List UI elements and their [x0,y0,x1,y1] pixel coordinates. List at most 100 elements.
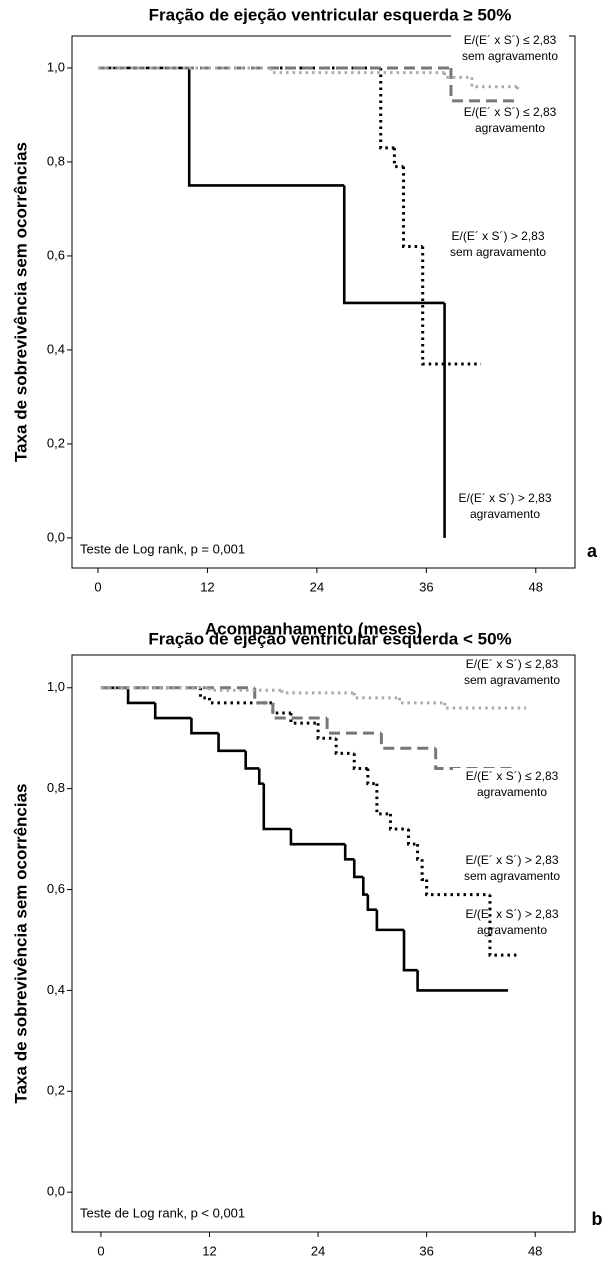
curve-step [407,829,418,846]
x-tick-label: 48 [529,579,543,594]
chart-title: Fração de ejeção ventricular esquerda < … [148,629,511,648]
curve-step [126,687,156,705]
curve-step [153,702,192,720]
legend-label: E/(E´ x S´) ≤ 2,83 sem agravamento [451,32,569,64]
curve-step [208,687,282,692]
curve-step [208,697,273,705]
curve-step [416,844,423,861]
legend-text: E/(E´ x S´) > 2,83 sem agravamento [453,852,571,884]
curve-step [352,753,368,770]
curve-step [402,929,418,972]
curve-step [343,844,355,861]
survival-curve [97,66,482,366]
curve-step [190,718,219,735]
legend-text: E/(E´ x S´) > 2,83 agravamento [453,906,571,938]
curve-step [217,733,246,753]
y-tick-label: 0,8 [47,780,65,795]
y-tick-label: 1,0 [47,679,65,694]
curve-step [443,72,472,79]
curve-step [379,67,395,150]
survival-curve [100,686,509,992]
curve-step [434,748,518,770]
x-tick-label: 36 [419,579,433,594]
x-tick-label: 12 [202,1243,216,1258]
legend-text: E/(E´ x S´) ≤ 2,83 sem agravamento [451,32,569,64]
curve-step [388,813,409,831]
curve-step [253,687,273,705]
legend-label: E/(E´ x S´) > 2,83 agravamento [446,490,564,522]
x-tick-label: 0 [94,579,101,594]
x-tick-label: 24 [311,1243,325,1258]
curve-step [379,733,436,750]
x-tick-label: 12 [200,579,214,594]
curve-step [269,67,445,75]
legend-text: E/(E´ x S´) ≤ 2,83 sem agravamento [453,656,571,688]
y-tick-label: 0,0 [47,1184,65,1199]
curve-step [262,783,291,831]
curve-step [325,718,382,735]
curve-step [366,768,377,786]
y-axis-label: Taxa de sobrevivência sem ocorrências [11,783,30,1103]
y-tick-label: 0,4 [47,982,65,997]
x-tick-label: 48 [528,1243,542,1258]
curve-step [352,692,400,700]
curve-step [421,246,482,366]
curve-step [425,879,490,897]
curve-step [362,876,368,896]
curve-step [352,859,364,879]
chart-title: Fração de ejeção ventricular esquerda ≥ … [149,5,512,24]
x-tick-label: 0 [97,1243,104,1258]
legend-label: E/(E´ x S´) > 2,83 sem agravamento [453,852,571,884]
plot-frame [71,35,576,569]
curve-step [397,697,445,705]
curve-step [316,723,337,740]
curve-step [342,185,445,305]
curve-step [334,738,355,755]
y-tick-label: 0,4 [47,341,65,356]
x-axis-label: Acompanhamento (meses) [205,619,422,638]
curve-step [470,77,518,89]
curve-step [375,909,405,932]
curve-step [488,894,518,957]
y-tick-label: 0,6 [47,881,65,896]
survival-curve [100,686,518,770]
curve-step [257,768,264,785]
curve-step [244,750,260,770]
curve-step [443,702,527,710]
annotation: Teste de Log rank, p = 0,001 [80,541,245,556]
survival-curve [100,686,518,957]
curve-step [289,713,319,725]
legend-label: E/(E´ x S´) ≤ 2,83 agravamento [453,768,571,800]
curve-step [366,894,377,912]
y-tick-label: 1,0 [47,59,65,74]
legend-text: E/(E´ x S´) > 2,83 sem agravamento [439,228,557,260]
x-tick-label: 24 [310,579,324,594]
survival-curve [97,66,520,92]
y-tick-label: 0,0 [47,529,65,544]
plot-frame [71,654,576,1233]
curve-step [375,783,391,816]
curve-step [416,970,509,992]
legend-label: E/(E´ x S´) ≤ 2,83 agravamento [451,104,569,136]
curve-step [420,859,427,881]
legend-text: E/(E´ x S´) ≤ 2,83 agravamento [453,768,571,800]
y-tick-label: 0,2 [47,435,65,450]
legend-label: E/(E´ x S´) > 2,83 sem agravamento [439,228,557,260]
survival-curve [97,66,446,538]
legend-label: E/(E´ x S´) ≤ 2,83 sem agravamento [453,656,571,688]
legend-label: E/(E´ x S´) > 2,83 agravamento [453,906,571,938]
panel-label: a [587,541,598,561]
annotation: Teste de Log rank, p < 0,001 [80,1205,245,1220]
legend-text: E/(E´ x S´) ≤ 2,83 agravamento [451,104,569,136]
x-tick-label: 36 [419,1243,433,1258]
y-tick-label: 0,6 [47,247,65,262]
y-tick-label: 0,8 [47,153,65,168]
panel-label: b [592,1209,603,1229]
legend-text: E/(E´ x S´) > 2,83 agravamento [446,490,564,522]
y-tick-label: 0,2 [47,1083,65,1098]
curve-step [187,67,345,187]
y-axis-label: Taxa de sobrevivência sem ocorrências [11,142,30,462]
curve-step [402,166,423,249]
